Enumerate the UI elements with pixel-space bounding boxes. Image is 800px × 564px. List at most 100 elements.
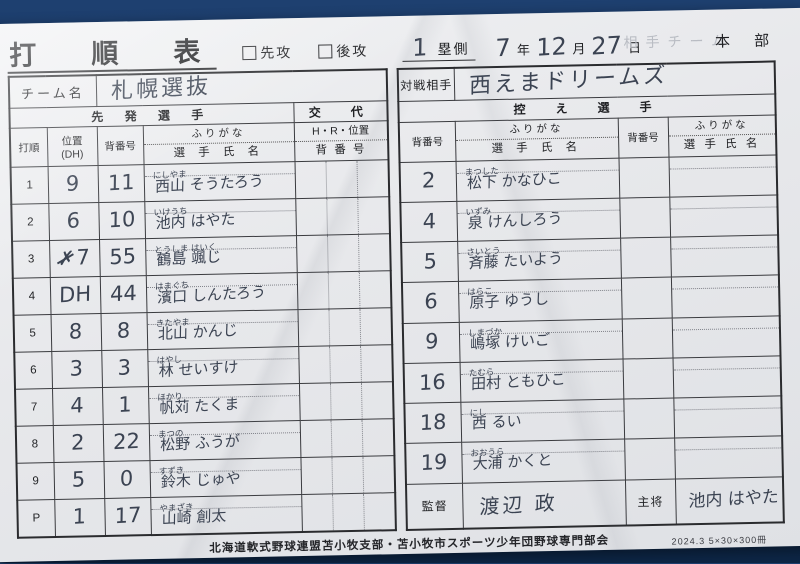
name-cell-empty	[672, 355, 782, 399]
base-side-value: 1	[412, 33, 428, 63]
number-cell-empty	[621, 317, 673, 359]
name-cell: すずき 鈴木 じゅや	[149, 457, 302, 498]
name-cell-empty	[668, 154, 778, 198]
name-cell-empty	[671, 315, 781, 358]
col-uniform-number: 背番号	[96, 125, 144, 166]
batting-order-cell: 9	[16, 462, 55, 501]
batting-order-cell: 2	[11, 203, 50, 242]
name-cell: はやし林 せいすけ	[147, 346, 299, 387]
col-player-name: ふりがな 選 手 氏 名	[454, 117, 619, 162]
batting-order-cell: 8	[15, 425, 54, 464]
number-cell-empty	[623, 398, 675, 440]
name-cell: にし西 るい	[460, 399, 625, 443]
position-cell: 2	[52, 424, 104, 463]
name-cell: やまざき 山崎 創太	[150, 494, 302, 536]
substitution-cell	[298, 381, 394, 421]
number-cell-empty	[624, 438, 675, 480]
number-cell: 9	[402, 322, 460, 364]
manager-label: 監督	[406, 482, 463, 530]
col-uniform-number: 背番号	[398, 120, 456, 163]
col-player-name: ふりがな 選 手 氏 名	[142, 122, 295, 165]
year-label: 年	[516, 42, 531, 58]
manager-row: 監督 渡辺 政 主将 池内 はやた	[406, 476, 784, 530]
substitution-cell	[299, 418, 395, 458]
number-cell: 8	[100, 312, 148, 351]
col-substitution: H・R・位置 背 番 号	[293, 120, 389, 162]
name-cell: はらこ 原子 ゆうし	[457, 278, 622, 323]
position-cell: 9	[47, 165, 99, 204]
name-cell: まつした 松下 かなひこ	[455, 157, 620, 202]
reserves-table: 対戦相手 西えまドリームズ 控 え 選 手 背番号 ふりがな 選 手 氏 名 背…	[396, 60, 785, 531]
date-year-value: 7	[495, 33, 512, 63]
number-cell-empty	[618, 156, 670, 199]
number-cell: 17	[104, 497, 151, 536]
number-cell: 2	[399, 161, 457, 203]
number-cell-empty	[619, 197, 671, 239]
first-attack-label: 先攻	[260, 44, 293, 61]
name-cell: にしやま 西山 そうたろう	[143, 161, 296, 202]
name-cell: いけうち 池内 はやた	[144, 198, 296, 239]
headquarters-label: 本 部	[714, 32, 780, 51]
substitution-cell	[295, 233, 391, 273]
name-cell: まつの 松野 ふうが	[148, 420, 301, 461]
lineup-row: P 1 17 やまざき 山崎 創太	[17, 492, 396, 538]
reserve-row: 19 おおうら 大浦 かくと	[405, 436, 783, 485]
name-cell: いずみ泉 けんしろう	[456, 198, 621, 242]
name-cell-empty	[673, 396, 783, 439]
number-cell: 6	[401, 281, 459, 324]
month-label: 月	[572, 41, 586, 57]
captain-name: 池内 はやた	[674, 476, 784, 525]
name-cell: ほかり 帆苅 たくま	[147, 383, 300, 424]
position-cell: 5	[53, 461, 105, 500]
name-cell: とうしま はいく 鶴島 颯じ	[145, 235, 297, 276]
substitution-cell	[296, 270, 392, 310]
number-cell: 22	[102, 423, 150, 462]
batting-order-cell: 1	[10, 166, 49, 205]
substitution-cell	[300, 455, 396, 495]
substitution-cell	[294, 159, 390, 199]
manager-name: 渡辺 政	[461, 479, 626, 529]
checkbox-second-attack-icon	[318, 44, 333, 59]
number-cell: 19	[405, 442, 462, 485]
batting-order-cell: P	[17, 499, 55, 538]
number-cell: 0	[103, 460, 151, 499]
name-cell-empty	[670, 235, 779, 278]
number-cell: 11	[97, 164, 145, 203]
substitution-cell	[301, 492, 396, 533]
substitution-section-label: 交 代	[293, 100, 388, 123]
number-cell-empty	[622, 357, 674, 400]
name-cell: たむら 田村 ともひこ	[459, 358, 624, 403]
first-attack-option: 先攻	[242, 42, 292, 63]
position-cell: 3	[51, 350, 102, 389]
col-player-name: ふりがな 選 手 氏 名	[667, 114, 777, 157]
print-code: 2024.3 5×30×300冊	[671, 534, 768, 547]
name-cell: しまづか 嶋塚 けいご	[458, 318, 623, 363]
captain-label: 主将	[624, 478, 676, 526]
batting-order-cell: 5	[13, 314, 52, 353]
second-attack-option: 後攻	[318, 41, 368, 62]
number-cell: 55	[99, 238, 146, 277]
name-cell: はまぐち 濱口 しんたろう	[145, 272, 298, 313]
number-cell: 18	[404, 402, 462, 444]
base-side-field: 1 塁側	[402, 33, 476, 63]
number-cell: 5	[401, 241, 458, 283]
date-month-value: 12	[535, 32, 567, 62]
name-cell-empty	[674, 436, 783, 479]
substitution-cell	[298, 344, 393, 384]
position-cell: ✗7	[49, 239, 100, 278]
checkbox-first-attack-icon	[242, 45, 257, 61]
base-side-label: 塁側	[437, 40, 470, 58]
opponent-label: 対戦相手	[397, 67, 455, 102]
position-cell: 8	[50, 313, 102, 352]
name-cell-empty	[670, 275, 780, 318]
scratched-out-mark: ✗	[58, 247, 75, 271]
number-cell: 3	[101, 349, 148, 388]
name-cell: おおうら 大浦 かくと	[461, 439, 625, 483]
number-cell: 10	[98, 201, 146, 240]
form-body: チーム名 札幌選抜 先 発 選 手 交 代 打順 位置 (DH) 背番号 ふりが…	[7, 60, 800, 539]
name-cell: きたやま 北山 かんじ	[146, 309, 299, 350]
substitution-cell	[295, 196, 390, 236]
date-day-value: 27	[591, 30, 623, 61]
organization-text: 北海道軟式野球連盟苫小牧支部・苫小牧市スポーツ少年団野球専門部会	[209, 534, 610, 555]
col-uniform-number: 背番号	[617, 116, 669, 158]
